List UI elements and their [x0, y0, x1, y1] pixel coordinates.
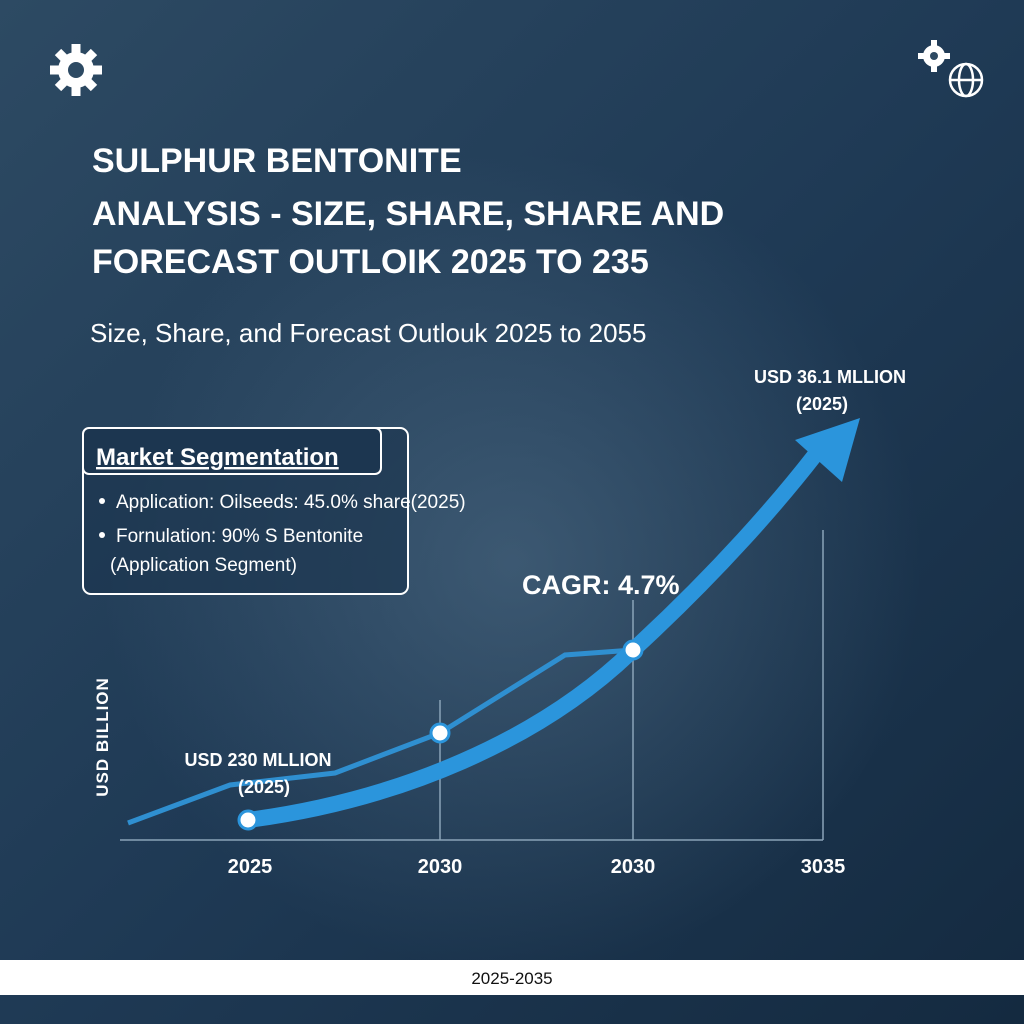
title-line: SULPHUR BENTONITE: [92, 142, 462, 180]
segmentation-title: Market Segmentation: [96, 444, 339, 471]
x-label: 2030: [611, 856, 656, 878]
start-label: (2025): [238, 777, 290, 797]
segment-item: Fornulation: 90% S Bentonite: [116, 526, 363, 547]
segment-note: (Application Segment): [110, 555, 297, 576]
segment-item: Application: Oilseeds: 45.0% share(2025): [116, 492, 466, 513]
points: [237, 639, 644, 831]
cagr: CAGR: 4.7%: [522, 570, 680, 600]
start-label: USD 230 MLLION: [184, 750, 331, 770]
title-line: ANALYSIS - SIZE, SHARE, SHARE AND: [92, 195, 724, 233]
footer-bar: [0, 960, 1024, 995]
bullet: [99, 532, 105, 538]
growth-arrow: [240, 447, 823, 828]
segmentation-header: [82, 427, 382, 475]
gear-globe-icon: [918, 40, 984, 98]
x-label: 3035: [801, 856, 846, 878]
bullet: [99, 498, 105, 504]
end-label: USD 36.1 MLLION: [754, 367, 906, 387]
arrow-head: [795, 418, 860, 482]
x-label: 2025: [228, 856, 273, 878]
footer-range: 2025-2035: [471, 969, 552, 988]
title-line: FORECAST OUTLOIK 2025 TO 235: [92, 243, 649, 281]
end-label: (2025): [796, 394, 848, 414]
y-axis-label: USD BILLION: [93, 677, 112, 797]
subtitle: Size, Share, and Forecast Outlouk 2025 t…: [90, 318, 646, 348]
trend-line: [127, 647, 634, 826]
gear-icon: [50, 44, 102, 96]
x-label: 2030: [418, 856, 463, 878]
